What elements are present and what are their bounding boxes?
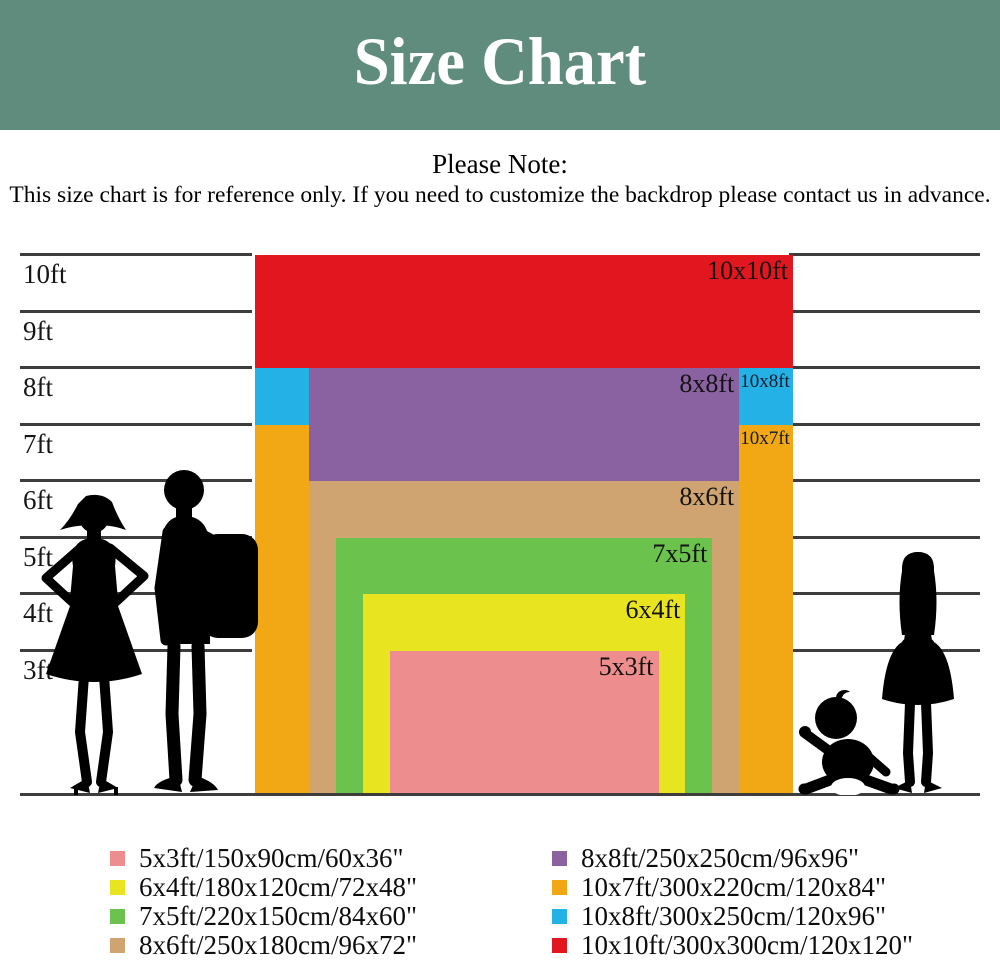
note-body: This size chart is for reference only. I… [9,182,991,208]
legend-swatch-10x10 [552,938,567,953]
ft-line-7-left [20,422,252,426]
legend-text-10x8: 10x8ft/300x250cm/120x96" [581,901,887,931]
ft-line-3-right [789,648,980,652]
legend-swatch-8x6 [110,938,125,953]
legend-item-8x6: 8x6ft/250x180cm/96x72" [110,931,417,960]
ground-line [20,793,980,796]
size-label-6x4: 6x4ft [625,595,681,624]
ft-line-9-left [20,309,252,313]
size-rect-5x3 [389,650,659,794]
ft-line-8-left [20,366,252,369]
ft-line-8-right [789,366,980,369]
ft-tick-label-6: 6ft [23,485,53,515]
legend-item-5x3: 5x3ft/150x90cm/60x36" [110,844,417,873]
ft-line-3-left [20,648,252,652]
ft-line-6-left [20,479,252,482]
legend-swatch-7x5 [110,909,125,924]
ft-tick-label-4: 4ft [23,598,53,628]
ft-tick-label-7: 7ft [23,428,53,459]
legend-item-10x8: 10x8ft/300x250cm/120x96" [552,902,913,931]
legend-text-10x7: 10x7ft/300x220cm/120x84" [581,872,887,902]
ft-line-5-left [20,535,252,539]
ft-line-7-right [789,422,980,426]
baby-silhouette [798,690,900,795]
legend-text-8x8: 8x8ft/250x250cm/96x96" [581,843,860,873]
size-label-8x6: 8x6ft [679,482,735,511]
woman-silhouette [41,494,149,795]
legend-item-7x5: 7x5ft/220x150cm/84x60" [110,902,417,931]
ft-tick-label-8: 8ft [23,372,53,402]
ft-line-4-left [20,592,252,595]
legend-swatch-8x8 [552,851,567,866]
ft-line-6-right [789,479,980,482]
legend-item-8x8: 8x8ft/250x250cm/96x96" [552,844,913,873]
legend-text-8x6: 8x6ft/250x180cm/96x72" [139,930,418,960]
legend-item-10x10: 10x10ft/300x300cm/120x120" [552,931,913,960]
legend-swatch-10x8 [552,909,567,924]
legend-item-10x7: 10x7ft/300x220cm/120x84" [552,873,913,902]
page-title: Size Chart [353,22,647,99]
ft-tick-label-10: 10ft [23,259,67,289]
size-label-5x3: 5x3ft [598,651,654,681]
legend-left-column: 5x3ft/150x90cm/60x36" 6x4ft/180x120cm/72x… [110,844,417,960]
legend-text-7x5: 7x5ft/220x150cm/84x60" [139,901,418,931]
note-heading: Please Note: [432,149,568,179]
ft-line-5-right [789,535,980,539]
ft-tick-label-5: 5ft [23,541,53,572]
man-with-backpack-silhouette [154,470,258,792]
ft-line-9-right [789,309,980,313]
legend-right-column: 8x8ft/250x250cm/96x96" 10x7ft/300x220cm/1… [552,844,913,960]
girl-silhouette [882,552,954,793]
size-label-10x10: 10x10ft [707,256,788,285]
legend-swatch-6x4 [110,880,125,895]
ft-line-10-left [20,253,252,256]
size-label-7x5: 7x5ft [652,538,708,568]
header-band: Size Chart [0,0,1000,130]
legend-item-6x4: 6x4ft/180x120cm/72x48" [110,873,417,902]
ft-line-4-right [789,592,980,595]
size-label-10x7: 10x7ft [740,427,790,449]
legend-text-5x3: 5x3ft/150x90cm/60x36" [139,843,404,873]
size-label-10x8: 10x8ft [740,371,790,392]
size-label-8x8: 8x8ft [679,369,735,398]
ft-line-10-right [789,253,980,256]
legend-text-6x4: 6x4ft/180x120cm/72x48" [139,872,418,902]
legend-swatch-10x7 [552,880,567,895]
legend-swatch-5x3 [110,851,125,866]
legend-text-10x10: 10x10ft/300x300cm/120x120" [581,930,914,960]
ft-tick-label-9: 9ft [23,315,53,346]
